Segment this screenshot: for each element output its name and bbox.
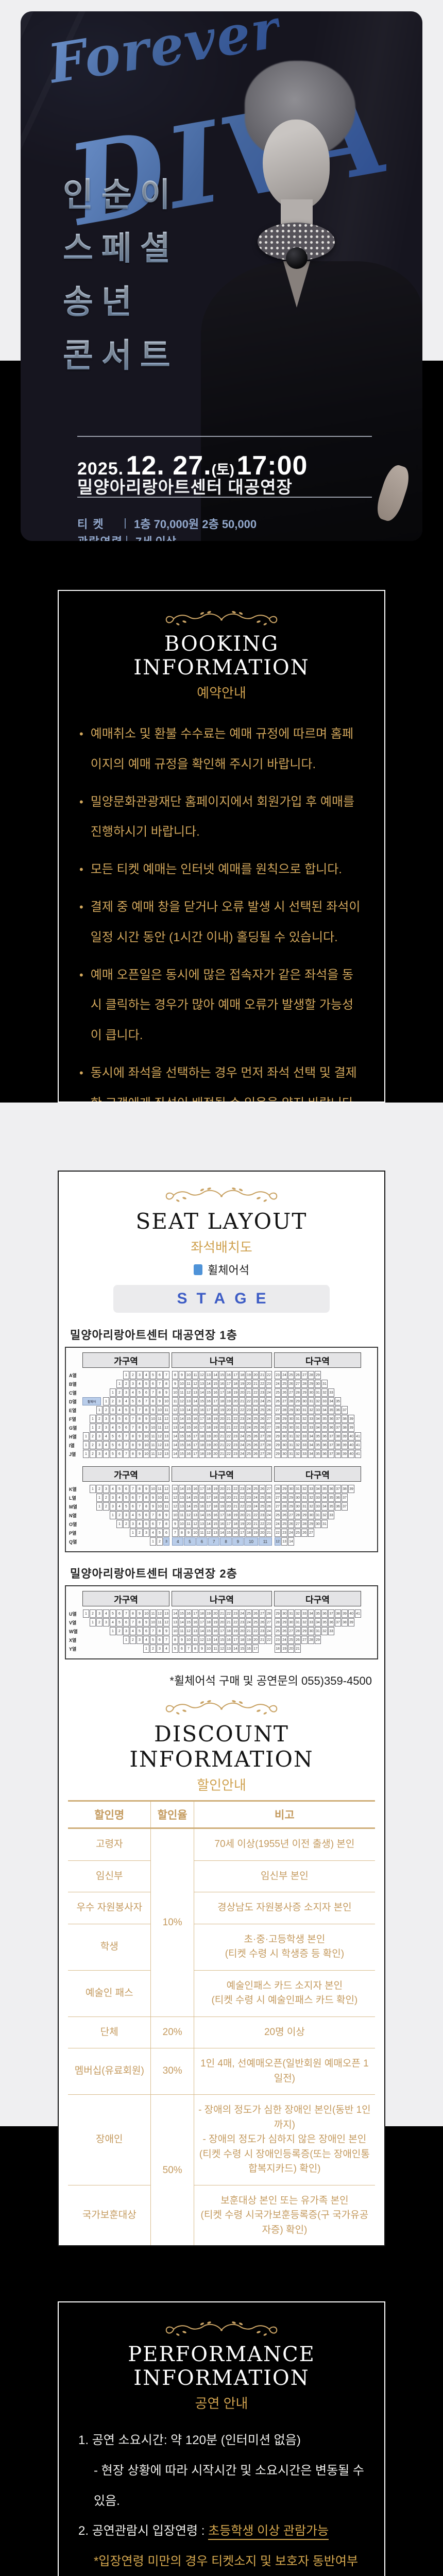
seat-row-D열: D열 휠체어 1 2 3 4 5 6 7 8 9 10 11 12 13 14 15 16 17 18 19 20 21 22… bbox=[69, 1397, 374, 1405]
wheelchair-seat-swatch bbox=[194, 1264, 203, 1275]
poster-divider bbox=[77, 436, 372, 437]
performance-subtitle: 공연 안내 bbox=[195, 2396, 248, 2411]
seat-row-Y열: Y열 1 2 3 4 5 6 7 8 9 10 11 12 13 14 15 16 17 18 19 20 21 bbox=[69, 1645, 374, 1653]
poster-divider bbox=[77, 497, 372, 498]
flourish-ornament-icon bbox=[79, 608, 364, 629]
performance-title: PERFORMANCE INFORMATION bbox=[128, 2343, 315, 2390]
seat-map-floor1: 가구역 나구역 다구역 A열 1 2 3 4 5 6 7 8 9 10 11 12 13 14 15 16 17 18 19… bbox=[65, 1347, 378, 1552]
stage-banner: STAGE bbox=[113, 1285, 330, 1313]
seat-row-K열: K열 1 2 3 4 5 6 7 8 9 10 11 12 13 14 15 16 17 18 19 20 21 22 23 2… bbox=[69, 1485, 374, 1493]
singer-photo bbox=[180, 58, 422, 541]
venue-name: 밀양아리랑아트센터 대공연장 bbox=[77, 478, 293, 497]
discount-row: 임신부 임신부 본인 bbox=[68, 1860, 375, 1892]
seat-row-P열: P열 1 2 3 4 5 6 7 8 9 10 11 12 13 14 15 16 17 18 19 20 21 22 23 2… bbox=[69, 1529, 374, 1537]
discount-subtitle: 할인안내 bbox=[197, 1777, 246, 1793]
discount-table: 할인명 할인율 비고 고령자 10% 70세 이상(1955년 이전 출생) 본인 임신부… bbox=[68, 1800, 375, 2245]
seat-row-V열: V열 1 2 3 4 5 6 7 8 9 10 11 12 13 14 15 16 17 18 19 20 21 22 23 2… bbox=[69, 1618, 374, 1626]
ticket-prices: 1층 70,000원 2층 50,000 bbox=[134, 518, 257, 531]
wheelchair-purchase-note: *휠체어석 구매 및 공연문의 055)359-4500 bbox=[169, 1674, 372, 1687]
booking-subtitle: 예약안내 bbox=[197, 685, 246, 701]
performance-rules-list: 1. 공연 소요시간: 약 120분 (인터미션 없음) - 현장 상황에 따라 … bbox=[78, 2433, 365, 2569]
show-datetime: 2025. 12. 27.(토) 17:00 bbox=[77, 451, 308, 481]
seat-row-F열: F열 1 2 3 4 5 6 7 8 9 10 11 12 13 14 15 16 17 18 19 20 21 22 23 2… bbox=[69, 1415, 374, 1423]
seat-row-E열: E열 1 2 3 4 5 6 7 8 9 10 11 12 13 14 15 16 17 18 19 20 21 22 23 2… bbox=[69, 1406, 374, 1414]
seat-row-X열: X열 1 2 3 4 5 6 7 8 9 10 11 12 13 14 15 16 17 18 19 20 21 22 23 2… bbox=[69, 1636, 374, 1644]
seat-row-N열: N열 1 2 3 4 5 6 7 8 9 10 11 12 13 14 15 16 17 18 19 20 21 22 23 2… bbox=[69, 1511, 374, 1519]
age-limit-value: 7세 이상 bbox=[135, 533, 176, 541]
booking-rule: • 예매 오픈일은 동시에 많은 접속자가 같은 좌석을 동시 클릭하는 경우가 … bbox=[79, 968, 354, 1043]
flourish-ornament-icon bbox=[78, 2319, 365, 2340]
floor1-label: 밀양아리랑아트센터 대공연장 1층 bbox=[70, 1329, 237, 1342]
booking-rule: • 예매취소 및 환불 수수료는 예매 규정에 따르며 홈페이지의 예매 규정을 … bbox=[79, 727, 354, 771]
discount-row: 예술인 패스 예술인패스 카드 소지자 본인 (티켓 수령 시 예술인패스 카드 … bbox=[68, 1970, 375, 2017]
seat-map-floor2: 가구역 나구역 다구역 U열 1 2 3 4 5 6 7 8 9 10 11 12 13 14 15 16 17 18 19… bbox=[65, 1585, 378, 1659]
discount-title: DISCOUNT INFORMATION bbox=[129, 1721, 314, 1772]
seat-row-C열: C열 1 2 3 4 5 6 7 8 9 10 11 12 13 14 15 16 17 18 19 20 21 22 23 2… bbox=[69, 1388, 374, 1397]
booking-title: BOOKING INFORMATION bbox=[133, 632, 310, 680]
discount-row: 장애인 50% - 장애의 정도가 심한 장애인 본인(동반 1인까지) - 장애의… bbox=[68, 2094, 375, 2245]
singer-face bbox=[263, 120, 330, 210]
seat-layout-subtitle: 좌석배치도 bbox=[191, 1240, 252, 1255]
seat-row-M열: M열 1 2 3 4 5 6 7 8 9 10 11 12 13 14 15 16 17 18 19 20 21 22 23 2… bbox=[69, 1502, 374, 1511]
seat-row-U열: U열 1 2 3 4 5 6 7 8 9 10 11 12 13 14 15 16 17 18 19 20 21 22 23 2… bbox=[69, 1609, 374, 1618]
discount-row: 고령자 10% 70세 이상(1955년 이전 출생) 본인 bbox=[68, 1828, 375, 2017]
floor2-label: 밀양아리랑아트센터 대공연장 2층 bbox=[70, 1567, 237, 1580]
seat-row-O열: O열 1 2 3 4 5 6 7 8 9 10 11 12 13 14 15 16 17 18 19 20 21 22 23 2… bbox=[69, 1520, 374, 1528]
discount-row: 단체 20% 20명 이상 bbox=[68, 2016, 375, 2048]
seat-row-I열: I열 1 2 3 4 5 6 7 8 9 10 11 12 13 14 15 16 17 18 19 20 21 22 23 2… bbox=[69, 1441, 374, 1449]
wheelchair-legend: 휠체어석 bbox=[65, 1261, 378, 1278]
discount-row: 우수 자원봉사자 경상남도 자원봉사증 소지자 본인 bbox=[68, 1892, 375, 1924]
seat-row-J열: J열 1 2 3 4 5 6 7 8 9 10 11 12 13 14 15 16 17 18 19 20 21 22 23 2… bbox=[69, 1450, 374, 1458]
flourish-ornament-icon bbox=[65, 1698, 378, 1718]
seat-row-G열: G열 1 2 3 4 5 6 7 8 9 10 11 12 13 14 15 16 17 18 19 20 21 22 23 2… bbox=[69, 1423, 374, 1432]
booking-rule: • 밀양문화관광재단 홈페이지에서 회원가입 후 예매를 진행하시기 바랍니다. bbox=[79, 794, 355, 839]
discount-row: 국가보훈대상 보훈대상 본인 또는 유가족 본인 (티켓 수령 시국가보훈등록증(… bbox=[68, 2185, 375, 2245]
concert-poster: Forever DIVA 인순이 스페셜 송년 콘서트 2025. 12. 27.(토… bbox=[21, 11, 422, 541]
seat-row-A열: A열 1 2 3 4 5 6 7 8 9 10 11 12 13 14 15 16 17 18 19 20 21 22 23 2… bbox=[69, 1371, 374, 1379]
booking-rule: •동시에 좌석을 선택하는 경우 먼저 좌석 선택 및 결제한 고객에게 좌석이… bbox=[79, 1065, 357, 1101]
seat-row-B열: B열 1 2 3 4 5 6 7 8 9 10 11 12 13 14 15 16 17 18 19 20 21 22 23 2… bbox=[69, 1380, 374, 1388]
performance-information-section: PERFORMANCE INFORMATION 공연 안내 1. 공연 소요시간… bbox=[58, 2301, 385, 2576]
booking-information-section: BOOKING INFORMATION 예약안내 • 예매취소 및 환불 수수료는… bbox=[58, 590, 385, 1103]
booking-rules-list: • 예매취소 및 환불 수수료는 예매 규정에 따르며 홈페이지의 예매 규정을 … bbox=[79, 719, 364, 1101]
seat-layout-title: SEAT LAYOUT bbox=[135, 1209, 308, 1234]
seat-row-H열: H열 1 2 3 4 5 6 7 8 9 10 11 12 13 14 15 16 17 18 19 20 21 22 23 2… bbox=[69, 1432, 374, 1440]
poster-title-korean: 인순이 스페셜 송년 콘서트 bbox=[63, 168, 179, 383]
seat-layout-section: SEAT LAYOUT 좌석배치도 휠체어석 STAGE 밀양아리랑아트센터 대… bbox=[58, 1171, 385, 2246]
booking-rule: • 모든 티켓 예매는 인터넷 예매를 원칙으로 합니다. bbox=[79, 862, 342, 877]
seat-row-Q열: Q열 1 2 3 4 5 6 7 8 9 10 11 12 13 14 bbox=[69, 1537, 374, 1546]
age-limit-row: 관람연령 7세 이상 bbox=[77, 533, 176, 541]
ticket-price-row: 티 켓 1층 70,000원 2층 50,000 bbox=[77, 515, 257, 532]
flourish-ornament-icon bbox=[65, 1185, 378, 1206]
discount-row: 학생 초·중·고등학생 본인 (티켓 수령 시 학생증 등 확인) bbox=[68, 1924, 375, 1971]
seat-row-L열: L열 1 2 3 4 5 6 7 8 9 10 11 12 13 14 15 16 17 18 19 20 21 22 23 2… bbox=[69, 1494, 374, 1502]
seat-row-W열: W열 1 2 3 4 5 6 7 8 9 10 11 12 13 14 15 16 17 18 19 20 21 22 23 2… bbox=[69, 1627, 374, 1635]
booking-rule: • 결제 중 예매 창을 닫거나 오류 발생 시 선택된 좌석이 일정 시간 동안… bbox=[79, 900, 361, 944]
discount-row: 멤버십(유료회원) 30% 1인 4매, 선예매오픈(일반회원 예매오픈 1일전) bbox=[68, 2048, 375, 2095]
